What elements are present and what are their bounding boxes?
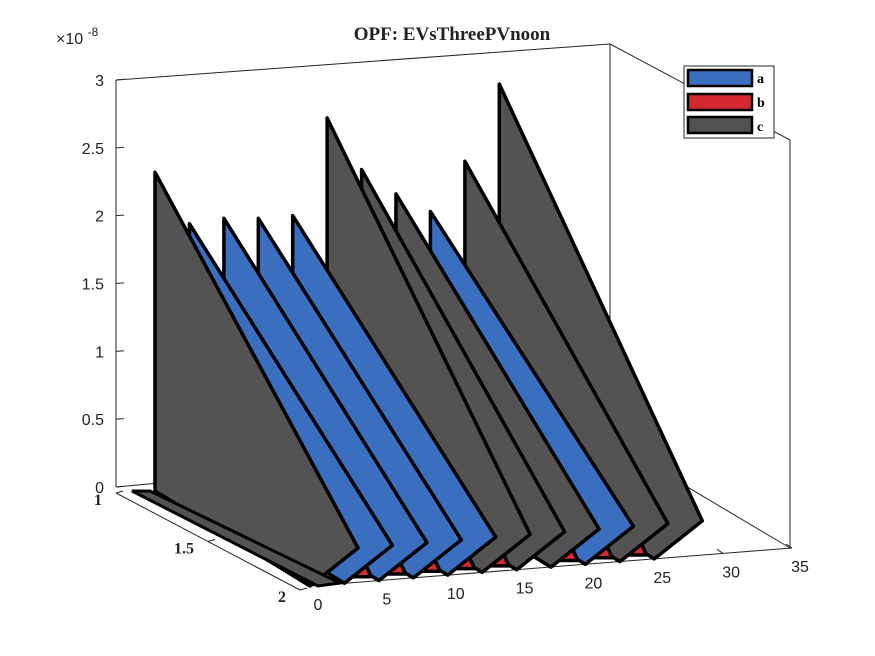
z-axis-exponent: ×10 -8	[56, 25, 99, 48]
z-tick-mark-6	[115, 78, 125, 81]
y-tick-mark-0	[115, 490, 124, 494]
z-tick-label-0: 0	[95, 480, 104, 497]
legend-label-b: b	[757, 96, 765, 111]
legend-label-c: c	[757, 120, 763, 135]
y-tick-mark-2	[299, 587, 308, 591]
z-tick-label-1: 0.5	[82, 412, 104, 429]
z-tick-mark-5	[115, 146, 125, 149]
legend: a b c	[683, 65, 775, 139]
chart-title: OPF: EVsThreePVnoon	[354, 24, 551, 45]
y-tick-label-2: 2	[278, 589, 286, 606]
z-tick-mark-2	[115, 350, 125, 352]
y-tick-label-1: 1.5	[174, 541, 194, 558]
legend-label-a: a	[757, 72, 764, 87]
x-tick-label-7: 35	[791, 559, 809, 576]
legend-swatch-a	[686, 68, 754, 88]
x-tick-label-6: 30	[722, 564, 740, 581]
z-tick-mark-4	[115, 214, 125, 217]
z-tick-mark-0	[115, 485, 125, 488]
z-tick-label-4: 2	[95, 209, 104, 226]
y-tick-label-0: 1	[94, 492, 102, 509]
x-tick-label-3: 15	[516, 581, 534, 598]
series-planes	[131, 82, 705, 588]
x-tick-label-2: 10	[447, 586, 465, 603]
x-tick-label-5: 25	[653, 570, 671, 587]
x-tick-label-1: 5	[382, 592, 391, 609]
z-tick-mark-3	[115, 282, 125, 284]
x-tick-label-4: 20	[585, 575, 603, 592]
legend-swatch-c	[686, 115, 754, 135]
z-tick-label-3: 1.5	[82, 277, 104, 294]
frame-back-top-edge	[115, 43, 611, 81]
y-tick-mark-1	[207, 539, 216, 542]
legend-swatch-b	[686, 92, 754, 112]
z-tick-mark-1	[115, 418, 125, 420]
z-tick-label-5: 2.5	[82, 141, 104, 158]
x-tick-mark-7	[785, 543, 793, 549]
z-axis-exponent-power: -8	[88, 25, 99, 39]
z-tick-label-2: 1	[95, 344, 104, 361]
z-tick-label-6: 3	[95, 73, 104, 90]
x-tick-mark-6	[716, 549, 724, 554]
x-tick-label-0: 0	[314, 597, 323, 614]
z-axis-exponent-base: ×10	[56, 31, 83, 48]
floor-strip	[131, 489, 346, 588]
